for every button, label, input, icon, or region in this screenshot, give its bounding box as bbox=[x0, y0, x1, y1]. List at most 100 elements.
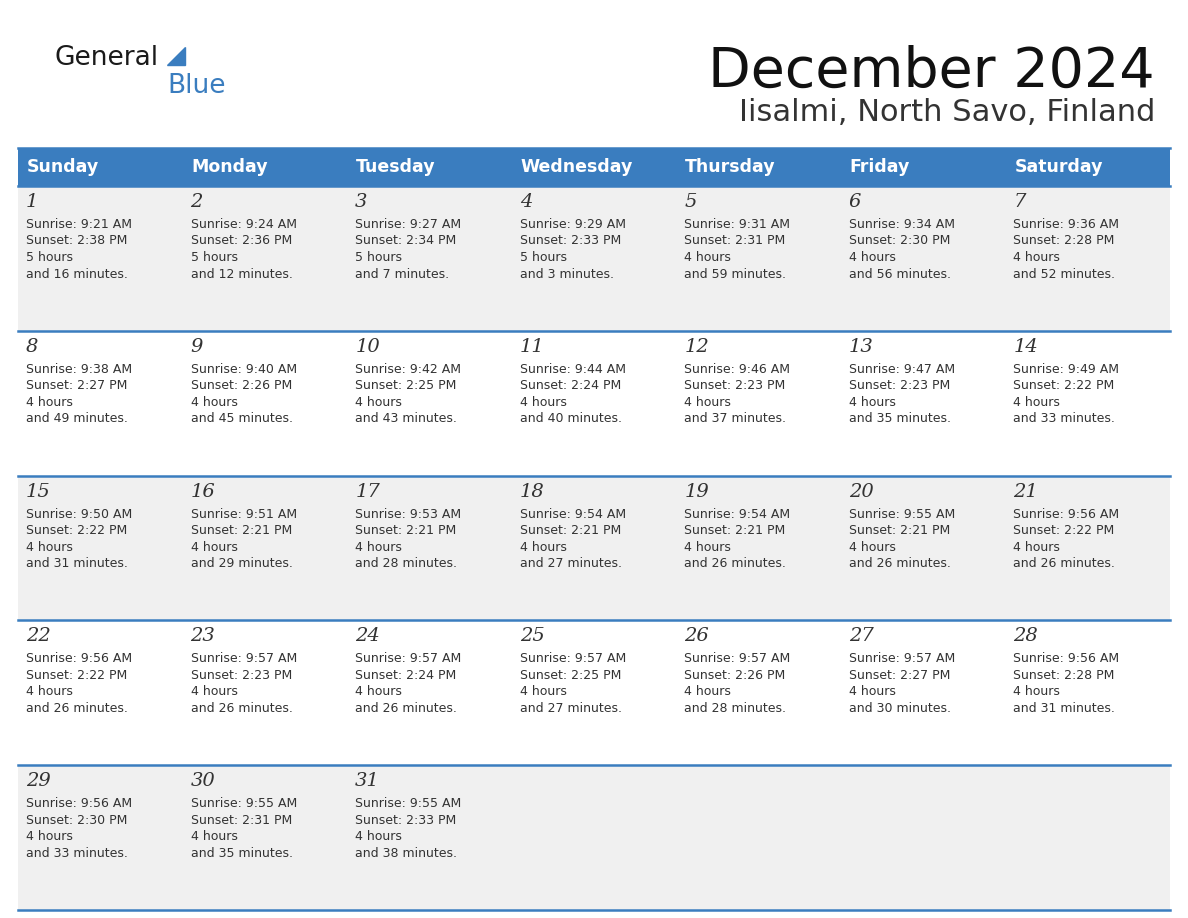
Text: Sunset: 2:23 PM: Sunset: 2:23 PM bbox=[190, 669, 292, 682]
Text: Sunrise: 9:54 AM: Sunrise: 9:54 AM bbox=[519, 508, 626, 521]
Text: and 3 minutes.: and 3 minutes. bbox=[519, 267, 614, 281]
Text: 3: 3 bbox=[355, 193, 367, 211]
Text: 4 hours: 4 hours bbox=[26, 830, 72, 844]
Text: 17: 17 bbox=[355, 483, 380, 500]
Text: 20: 20 bbox=[849, 483, 873, 500]
Text: Sunrise: 9:56 AM: Sunrise: 9:56 AM bbox=[1013, 653, 1119, 666]
Text: 4: 4 bbox=[519, 193, 532, 211]
Text: and 16 minutes.: and 16 minutes. bbox=[26, 267, 128, 281]
Text: 27: 27 bbox=[849, 627, 873, 645]
Text: Sunday: Sunday bbox=[27, 158, 100, 176]
Text: Sunset: 2:30 PM: Sunset: 2:30 PM bbox=[26, 813, 127, 827]
Text: Sunset: 2:26 PM: Sunset: 2:26 PM bbox=[684, 669, 785, 682]
Text: Sunset: 2:22 PM: Sunset: 2:22 PM bbox=[1013, 379, 1114, 392]
Text: 4 hours: 4 hours bbox=[355, 541, 402, 554]
Text: 9: 9 bbox=[190, 338, 203, 356]
Text: General: General bbox=[55, 45, 159, 71]
Text: Sunset: 2:21 PM: Sunset: 2:21 PM bbox=[519, 524, 621, 537]
Text: Sunrise: 9:29 AM: Sunrise: 9:29 AM bbox=[519, 218, 626, 231]
Text: Sunrise: 9:55 AM: Sunrise: 9:55 AM bbox=[190, 797, 297, 811]
Text: 28: 28 bbox=[1013, 627, 1038, 645]
Text: Sunset: 2:22 PM: Sunset: 2:22 PM bbox=[1013, 524, 1114, 537]
Text: 4 hours: 4 hours bbox=[26, 541, 72, 554]
Text: and 33 minutes.: and 33 minutes. bbox=[26, 846, 128, 859]
Text: Sunset: 2:33 PM: Sunset: 2:33 PM bbox=[355, 813, 456, 827]
Text: 4 hours: 4 hours bbox=[1013, 396, 1061, 409]
Text: Sunset: 2:21 PM: Sunset: 2:21 PM bbox=[355, 524, 456, 537]
Text: 4 hours: 4 hours bbox=[849, 686, 896, 699]
Bar bbox=[1005, 148, 1170, 186]
Text: 4 hours: 4 hours bbox=[849, 541, 896, 554]
Text: 4 hours: 4 hours bbox=[1013, 686, 1061, 699]
Bar bbox=[18, 621, 1170, 766]
Bar bbox=[183, 148, 347, 186]
Bar bbox=[347, 148, 512, 186]
Text: 23: 23 bbox=[190, 627, 215, 645]
Text: 5 hours: 5 hours bbox=[190, 251, 238, 264]
Text: 18: 18 bbox=[519, 483, 544, 500]
Text: Sunset: 2:27 PM: Sunset: 2:27 PM bbox=[849, 669, 950, 682]
Text: and 26 minutes.: and 26 minutes. bbox=[355, 702, 457, 715]
Text: 5 hours: 5 hours bbox=[355, 251, 403, 264]
Text: 4 hours: 4 hours bbox=[355, 686, 402, 699]
Text: 4 hours: 4 hours bbox=[26, 396, 72, 409]
Text: 4 hours: 4 hours bbox=[684, 686, 731, 699]
Text: 7: 7 bbox=[1013, 193, 1025, 211]
Text: Sunrise: 9:44 AM: Sunrise: 9:44 AM bbox=[519, 363, 626, 375]
Text: and 26 minutes.: and 26 minutes. bbox=[190, 702, 292, 715]
Text: Iisalmi, North Savo, Finland: Iisalmi, North Savo, Finland bbox=[739, 98, 1155, 127]
Text: Sunrise: 9:57 AM: Sunrise: 9:57 AM bbox=[519, 653, 626, 666]
Text: Sunset: 2:28 PM: Sunset: 2:28 PM bbox=[1013, 234, 1114, 248]
Text: Sunrise: 9:55 AM: Sunrise: 9:55 AM bbox=[849, 508, 955, 521]
Text: Sunset: 2:25 PM: Sunset: 2:25 PM bbox=[355, 379, 456, 392]
Text: Sunrise: 9:27 AM: Sunrise: 9:27 AM bbox=[355, 218, 461, 231]
Text: 11: 11 bbox=[519, 338, 544, 356]
Text: Sunset: 2:22 PM: Sunset: 2:22 PM bbox=[26, 524, 127, 537]
Text: 29: 29 bbox=[26, 772, 51, 790]
Text: Sunset: 2:28 PM: Sunset: 2:28 PM bbox=[1013, 669, 1114, 682]
Text: and 38 minutes.: and 38 minutes. bbox=[355, 846, 457, 859]
Text: and 43 minutes.: and 43 minutes. bbox=[355, 412, 457, 425]
Text: Sunrise: 9:57 AM: Sunrise: 9:57 AM bbox=[190, 653, 297, 666]
Text: Tuesday: Tuesday bbox=[356, 158, 436, 176]
Text: Sunrise: 9:40 AM: Sunrise: 9:40 AM bbox=[190, 363, 297, 375]
Bar bbox=[841, 148, 1005, 186]
Text: 4 hours: 4 hours bbox=[519, 541, 567, 554]
Text: and 26 minutes.: and 26 minutes. bbox=[26, 702, 128, 715]
Text: Blue: Blue bbox=[168, 73, 226, 99]
Text: and 35 minutes.: and 35 minutes. bbox=[849, 412, 950, 425]
Text: Sunset: 2:22 PM: Sunset: 2:22 PM bbox=[26, 669, 127, 682]
Text: Sunset: 2:33 PM: Sunset: 2:33 PM bbox=[519, 234, 621, 248]
Text: Sunrise: 9:55 AM: Sunrise: 9:55 AM bbox=[355, 797, 461, 811]
Bar bbox=[18, 186, 1170, 330]
Text: Sunrise: 9:56 AM: Sunrise: 9:56 AM bbox=[26, 653, 132, 666]
Text: Sunrise: 9:57 AM: Sunrise: 9:57 AM bbox=[355, 653, 461, 666]
Text: 4 hours: 4 hours bbox=[190, 830, 238, 844]
Text: 4 hours: 4 hours bbox=[1013, 251, 1061, 264]
Text: 4 hours: 4 hours bbox=[1013, 541, 1061, 554]
Text: Sunrise: 9:56 AM: Sunrise: 9:56 AM bbox=[26, 797, 132, 811]
Text: 4 hours: 4 hours bbox=[849, 251, 896, 264]
Text: and 27 minutes.: and 27 minutes. bbox=[519, 557, 621, 570]
Text: and 26 minutes.: and 26 minutes. bbox=[684, 557, 786, 570]
Text: 4 hours: 4 hours bbox=[190, 396, 238, 409]
Text: and 31 minutes.: and 31 minutes. bbox=[1013, 702, 1116, 715]
Text: and 37 minutes.: and 37 minutes. bbox=[684, 412, 786, 425]
Bar bbox=[512, 148, 676, 186]
Text: 22: 22 bbox=[26, 627, 51, 645]
Text: Sunrise: 9:21 AM: Sunrise: 9:21 AM bbox=[26, 218, 132, 231]
Text: December 2024: December 2024 bbox=[708, 45, 1155, 99]
Text: and 28 minutes.: and 28 minutes. bbox=[355, 557, 457, 570]
Text: Sunset: 2:23 PM: Sunset: 2:23 PM bbox=[849, 379, 950, 392]
Bar bbox=[18, 148, 183, 186]
Text: Wednesday: Wednesday bbox=[520, 158, 633, 176]
Text: Sunrise: 9:56 AM: Sunrise: 9:56 AM bbox=[1013, 508, 1119, 521]
Text: and 35 minutes.: and 35 minutes. bbox=[190, 846, 292, 859]
Text: and 26 minutes.: and 26 minutes. bbox=[1013, 557, 1116, 570]
Text: 4 hours: 4 hours bbox=[519, 686, 567, 699]
Text: Sunrise: 9:53 AM: Sunrise: 9:53 AM bbox=[355, 508, 461, 521]
Text: 4 hours: 4 hours bbox=[684, 251, 731, 264]
Text: 13: 13 bbox=[849, 338, 873, 356]
Text: Sunrise: 9:49 AM: Sunrise: 9:49 AM bbox=[1013, 363, 1119, 375]
Text: 14: 14 bbox=[1013, 338, 1038, 356]
